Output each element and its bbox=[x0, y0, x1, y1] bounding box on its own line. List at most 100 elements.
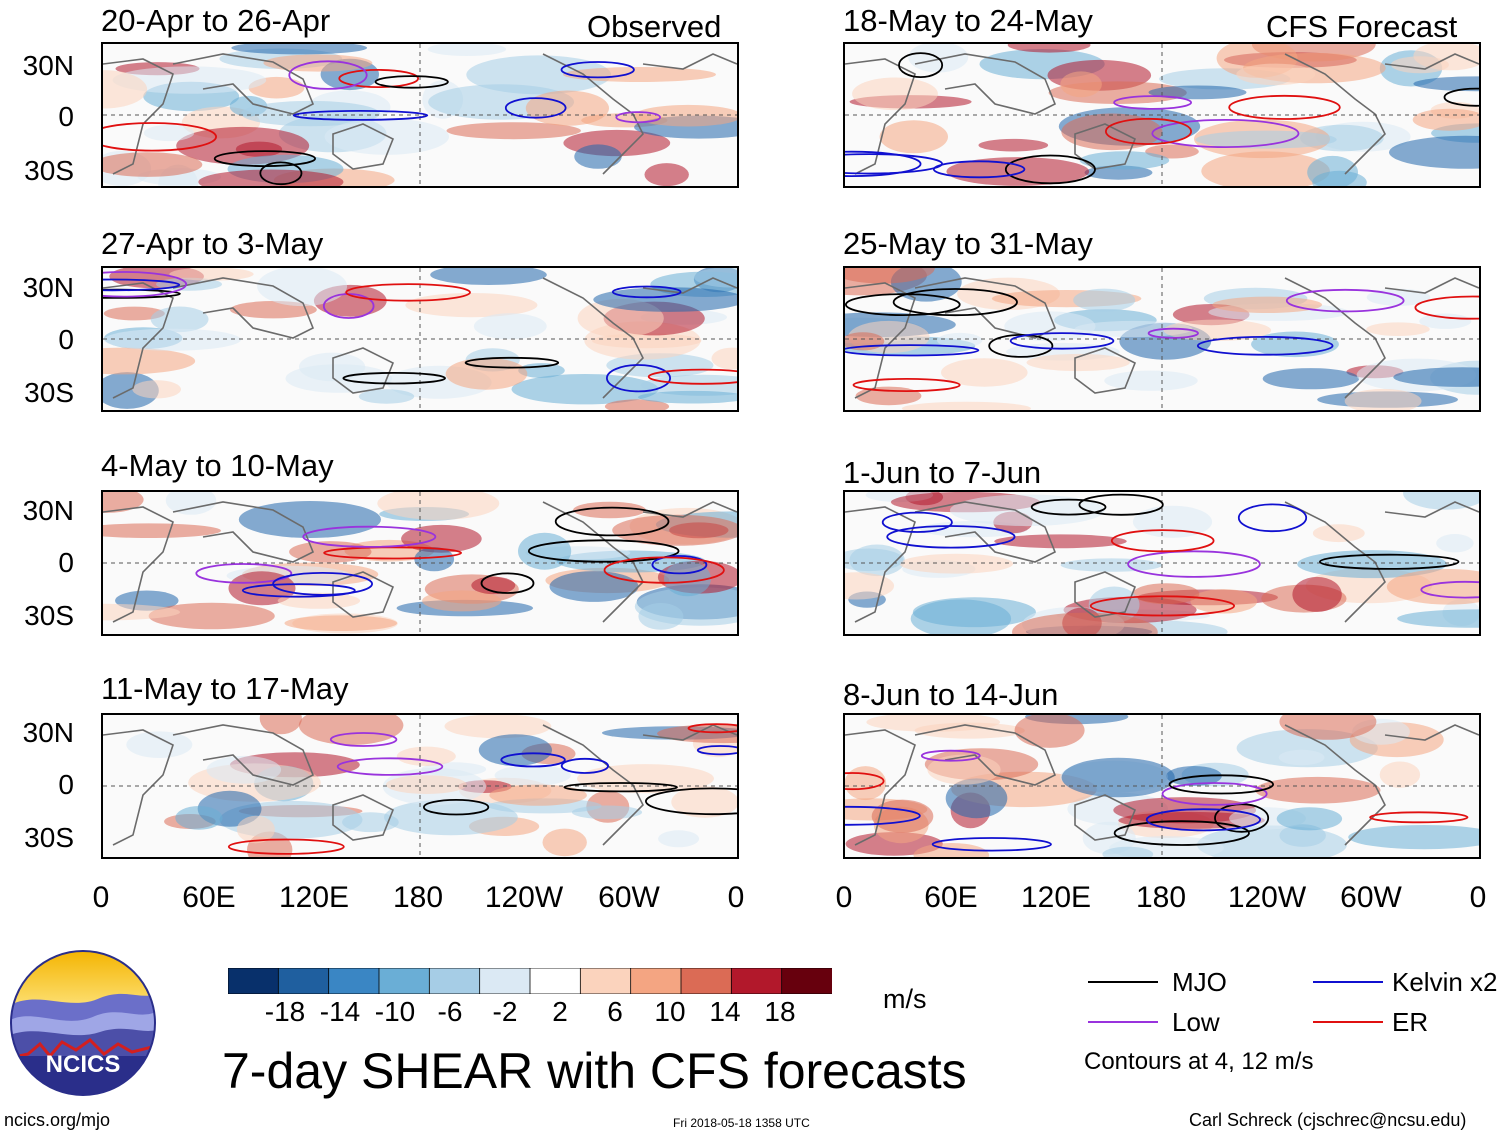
shear-anomaly-blob bbox=[263, 54, 373, 72]
shear-anomaly-blob bbox=[542, 828, 587, 857]
wave-contour bbox=[464, 356, 560, 369]
colorbar-tick-label: -14 bbox=[319, 996, 361, 1027]
shear-anomaly-blob bbox=[396, 746, 456, 766]
shear-anomaly-blob bbox=[1201, 151, 1330, 186]
shear-anomaly-blob bbox=[1073, 288, 1136, 312]
legend-label-mjo: MJO bbox=[1172, 967, 1227, 997]
shear-anomaly-blob bbox=[658, 830, 700, 848]
coastline bbox=[1384, 277, 1479, 294]
shear-anomaly-blob bbox=[1236, 63, 1316, 86]
shear-map-panel-fcst-2 bbox=[843, 266, 1481, 412]
x-tick-label: 120W bbox=[1227, 881, 1307, 914]
shear-anomaly-blob bbox=[1379, 761, 1421, 788]
y-tick-label: 30N bbox=[22, 50, 74, 81]
ncics-logo[interactable]: NCICS bbox=[10, 950, 156, 1096]
wave-contour bbox=[615, 111, 661, 124]
shear-anomaly-blob bbox=[1014, 715, 1085, 748]
shear-anomaly-blob bbox=[671, 786, 737, 818]
coastline bbox=[845, 282, 916, 399]
coastline bbox=[642, 724, 737, 741]
coastline bbox=[332, 123, 395, 170]
shear-anomaly-blob bbox=[1195, 130, 1337, 149]
panel-title: 8-Jun to 14-Jun bbox=[843, 677, 1059, 712]
shear-anomaly-blob bbox=[978, 138, 1049, 152]
wave-contour bbox=[687, 723, 737, 734]
shear-anomaly-blob bbox=[1386, 569, 1479, 605]
wave-contour bbox=[920, 749, 981, 762]
shear-anomaly-blob bbox=[1212, 296, 1323, 313]
shear-anomaly-blob bbox=[879, 120, 948, 154]
wave-contour bbox=[886, 525, 1016, 549]
coastline bbox=[845, 729, 916, 846]
x-tick-label: 0 bbox=[727, 881, 745, 914]
shear-anomaly-blob bbox=[941, 358, 1028, 387]
wave-contour bbox=[500, 752, 566, 768]
wave-contour bbox=[1030, 498, 1107, 516]
shear-anomaly-blob bbox=[126, 731, 193, 758]
legend-line-er bbox=[1313, 1021, 1383, 1023]
panel-title: 27-Apr to 3-May bbox=[101, 226, 324, 261]
site-link[interactable]: ncics.org/mjo bbox=[4, 1110, 111, 1130]
coastline bbox=[332, 347, 395, 394]
wave-contour bbox=[651, 555, 708, 575]
shear-anomaly-blob bbox=[103, 328, 241, 351]
shear-anomaly-blob bbox=[1436, 534, 1474, 553]
coastline bbox=[542, 724, 644, 846]
colorbar-swatch bbox=[227, 967, 280, 995]
wave-contour bbox=[336, 757, 444, 776]
wave-contour bbox=[1110, 529, 1215, 553]
shear-anomaly-blob bbox=[422, 590, 502, 612]
shear-anomaly-blob bbox=[871, 799, 934, 833]
shear-anomaly-blob bbox=[284, 615, 398, 631]
coastline bbox=[914, 724, 1057, 786]
colorbar-swatch bbox=[680, 967, 733, 995]
x-tick-label: 180 bbox=[1135, 881, 1187, 914]
coastline bbox=[1384, 53, 1479, 70]
shear-anomaly-blob bbox=[377, 492, 500, 520]
shear-anomaly-blob bbox=[401, 524, 482, 553]
coastline bbox=[1074, 794, 1137, 841]
wave-contour bbox=[1228, 94, 1341, 120]
coastline bbox=[1074, 571, 1137, 618]
colorbar-tick-label: -18 bbox=[264, 996, 306, 1027]
colorbar-swatch bbox=[730, 967, 783, 995]
wave-contour bbox=[1237, 503, 1308, 533]
x-tick-label: 0 bbox=[1469, 881, 1487, 914]
wave-contour bbox=[932, 160, 1026, 179]
wave-contour bbox=[554, 506, 670, 537]
shear-anomaly-blob bbox=[446, 122, 581, 140]
shear-anomaly-blob bbox=[1366, 322, 1430, 336]
wave-contour bbox=[259, 161, 303, 186]
shear-anomaly-blob bbox=[1132, 583, 1200, 605]
y-tick-label: 30N bbox=[22, 495, 74, 526]
shear-anomaly-blob bbox=[236, 815, 275, 844]
shear-anomaly-blob bbox=[1012, 612, 1158, 634]
logo-text: NCICS bbox=[46, 1051, 121, 1078]
shear-anomaly-blob bbox=[445, 357, 528, 390]
x-tick-label: 60E bbox=[182, 881, 236, 914]
shear-anomaly-blob bbox=[640, 374, 737, 396]
x-tick-label: 60W bbox=[1340, 881, 1402, 914]
x-tick-label: 180 bbox=[392, 881, 444, 914]
shear-anomaly-blob bbox=[103, 523, 221, 538]
shear-map-panel-fcst-1 bbox=[843, 42, 1481, 188]
colorbar-swatch bbox=[328, 967, 380, 995]
coastline bbox=[1074, 123, 1137, 170]
shear-anomaly-blob bbox=[638, 603, 684, 630]
shear-anomaly-blob bbox=[574, 144, 622, 169]
wave-contour bbox=[195, 563, 293, 584]
colorbar bbox=[227, 967, 833, 995]
shear-anomaly-blob bbox=[112, 66, 267, 94]
wave-contour bbox=[1078, 493, 1164, 516]
wave-contour bbox=[1168, 774, 1274, 795]
shear-anomaly-blob bbox=[198, 169, 344, 186]
shear-anomaly-blob bbox=[175, 806, 223, 830]
shear-anomaly-blob bbox=[103, 347, 196, 375]
shear-anomaly-blob bbox=[638, 390, 737, 404]
contour-note: Contours at 4, 12 m/s bbox=[1084, 1048, 1314, 1075]
shear-anomaly-blob bbox=[1292, 576, 1342, 612]
coastline bbox=[845, 58, 916, 175]
shear-anomaly-blob bbox=[259, 715, 302, 735]
shear-anomaly-blob bbox=[612, 514, 737, 546]
x-tick-label: 0 bbox=[835, 881, 853, 914]
